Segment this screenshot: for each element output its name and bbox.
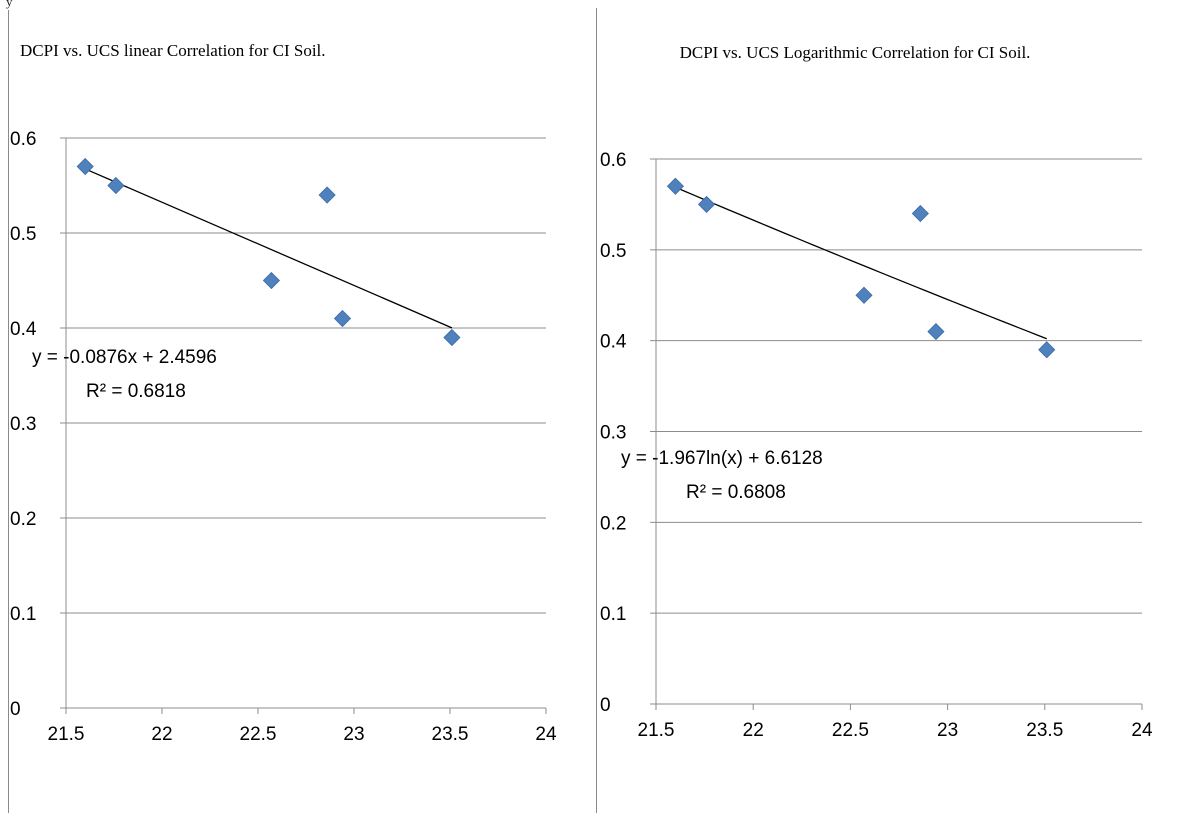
- y-tick-label: 0.4: [10, 319, 37, 340]
- data-point: [855, 286, 873, 304]
- center-divider: [596, 8, 597, 813]
- x-tick-label: 24: [1131, 720, 1153, 741]
- data-point: [318, 186, 336, 204]
- data-point: [1038, 341, 1056, 359]
- x-tick-label: 23: [343, 724, 364, 745]
- y-tick-label: 0.1: [600, 604, 626, 625]
- x-tick-label: 23: [937, 720, 958, 741]
- x-tick-label: 21.5: [638, 720, 675, 741]
- x-tick-label: 22.5: [832, 720, 869, 741]
- data-point: [333, 309, 352, 328]
- y-tick-label: 0.2: [600, 513, 626, 534]
- data-point: [697, 195, 716, 213]
- data-point: [927, 323, 945, 341]
- x-tick-label: 24: [535, 724, 557, 745]
- data-point: [76, 157, 94, 176]
- y-tick-label: 0.5: [600, 241, 626, 262]
- data-point: [443, 328, 461, 347]
- chart-title: DCPI vs. UCS Logarithmic Correlation for…: [679, 43, 1031, 62]
- x-tick-label: 22: [743, 720, 764, 741]
- trendline: [84, 168, 453, 329]
- r-squared-label: R² = 0.6818: [86, 381, 186, 402]
- data-point: [911, 204, 929, 223]
- y-tick-label: 0: [600, 695, 611, 716]
- x-tick-label: 22: [151, 724, 172, 745]
- y-tick-label: 0.1: [10, 604, 36, 625]
- left-border: [8, 10, 9, 813]
- trendline-equation: y = -0.0876x + 2.4596: [32, 347, 217, 368]
- x-tick-label: 23.5: [432, 724, 469, 745]
- r-squared-label: R² = 0.6808: [686, 482, 786, 503]
- y-tick-label: 0: [10, 699, 21, 720]
- data-point: [666, 177, 685, 195]
- trendline: [675, 186, 1047, 340]
- y-tick-label: 0.2: [10, 509, 36, 530]
- header-fragment: y: [6, 0, 13, 9]
- y-tick-label: 0.3: [10, 414, 36, 435]
- y-tick-label: 0.6: [600, 150, 626, 171]
- x-tick-label: 22.5: [240, 724, 277, 745]
- data-point: [107, 176, 125, 195]
- y-tick-label: 0.4: [600, 332, 627, 353]
- trendline-equation: y = -1.967ln(x) + 6.6128: [621, 448, 823, 469]
- y-tick-label: 0.3: [600, 423, 626, 444]
- y-tick-label: 0.5: [10, 224, 36, 245]
- x-tick-label: 21.5: [48, 724, 85, 745]
- y-tick-label: 0.6: [10, 129, 36, 150]
- x-tick-label: 23.5: [1026, 720, 1063, 741]
- chart-title: DCPI vs. UCS linear Correlation for CI S…: [20, 41, 326, 60]
- data-point: [262, 271, 281, 290]
